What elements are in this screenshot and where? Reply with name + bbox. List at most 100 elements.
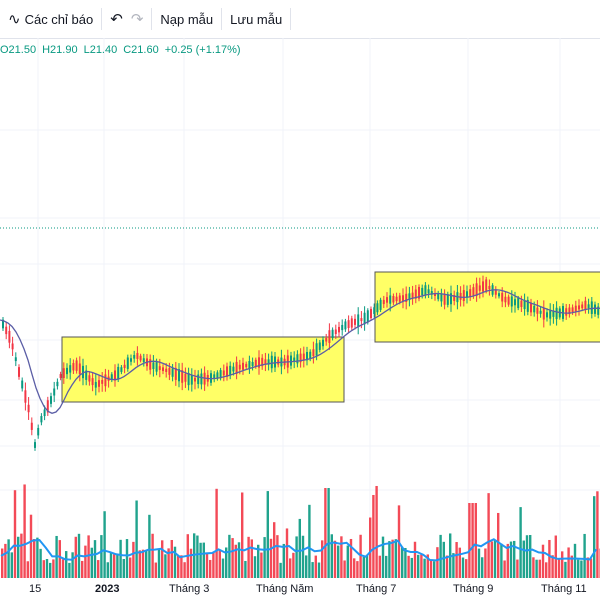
volume-bar <box>221 558 225 578</box>
volume-bar <box>231 538 234 578</box>
candle <box>261 357 264 367</box>
volume-bar <box>445 555 449 578</box>
volume-bar <box>580 560 583 578</box>
volume-bar <box>81 560 84 578</box>
candle <box>453 294 456 301</box>
candle <box>274 356 276 368</box>
candle <box>197 374 200 385</box>
candle <box>98 380 100 387</box>
toolbar-divider <box>151 8 153 30</box>
candle <box>136 352 139 359</box>
candle <box>53 388 56 396</box>
volume-bar <box>253 556 257 578</box>
undo-button[interactable]: ↶ <box>102 0 131 38</box>
volume-bar <box>362 556 365 578</box>
indicators-button[interactable]: ∿ Các chỉ báo <box>0 0 101 38</box>
volume-bar <box>71 552 74 578</box>
volume-bar <box>116 554 119 578</box>
volume-bar <box>394 539 397 578</box>
toolbar-divider <box>290 8 292 30</box>
candle <box>446 294 449 305</box>
candle <box>56 381 59 387</box>
volume-bar <box>161 540 164 578</box>
candle <box>155 362 158 372</box>
volume-bar <box>458 547 461 578</box>
volume-bar <box>500 543 503 578</box>
volume-bar <box>23 484 26 578</box>
volume-bar <box>349 538 353 578</box>
volume-bar <box>433 561 436 578</box>
candle <box>14 357 17 362</box>
volume-bar <box>381 536 385 578</box>
volume-bar <box>100 535 103 578</box>
candle <box>162 367 164 372</box>
redo-button[interactable]: ↷ <box>131 0 152 38</box>
volume-bar <box>10 552 13 578</box>
candle <box>411 292 414 299</box>
volume-bar <box>260 552 263 578</box>
volume-bar <box>593 496 596 578</box>
volume-bar <box>461 557 465 578</box>
candle <box>382 299 385 305</box>
candle <box>325 338 328 342</box>
candle <box>152 362 155 370</box>
volume-bar <box>407 555 410 578</box>
candle <box>290 355 292 366</box>
candle <box>190 375 193 385</box>
volume-bar <box>311 562 314 578</box>
volume-bar <box>369 517 372 578</box>
volume-bar <box>157 548 161 578</box>
volume-bar <box>506 543 509 578</box>
candle <box>165 368 168 372</box>
candle <box>594 304 596 314</box>
price-chart[interactable] <box>0 38 600 583</box>
x-axis-label: Tháng Năm <box>256 583 314 595</box>
candle <box>357 314 360 328</box>
candle <box>85 370 88 380</box>
volume-bar <box>215 488 218 578</box>
candle <box>408 293 411 300</box>
candle <box>213 374 216 380</box>
candle <box>142 358 145 363</box>
volume-bar <box>522 540 525 578</box>
volume-average-line <box>0 538 598 562</box>
ohlc-change: +0.25 (+1.17%) <box>164 44 241 56</box>
volume-bar <box>541 544 545 578</box>
candle <box>338 326 340 333</box>
candle <box>571 307 574 313</box>
save-template-button[interactable]: Lưu mẫu <box>222 0 290 38</box>
candle <box>232 366 235 372</box>
volume-bar <box>423 558 426 578</box>
candle <box>226 366 228 377</box>
volume-bar <box>135 500 138 578</box>
volume-bar <box>375 485 378 578</box>
volume-bar <box>471 503 474 578</box>
volume-bar <box>199 542 202 578</box>
volume-bar <box>234 544 237 578</box>
candle <box>66 367 68 375</box>
volume-bar <box>241 492 244 578</box>
candle <box>350 318 353 328</box>
volume-bar <box>103 511 106 578</box>
candle <box>302 353 305 361</box>
load-template-button[interactable]: Nạp mẫu <box>152 0 221 38</box>
candle <box>120 367 123 372</box>
candle <box>315 343 318 356</box>
volume-bar <box>170 539 173 578</box>
candle <box>482 281 484 292</box>
candle <box>267 359 270 365</box>
candle <box>296 354 299 364</box>
candle <box>514 299 516 306</box>
candle <box>59 374 62 378</box>
volume-bar <box>481 557 484 578</box>
volume-bar <box>337 545 340 578</box>
candle <box>104 374 107 387</box>
volume-bar <box>410 557 413 578</box>
candle <box>510 296 513 307</box>
volume-bar <box>577 559 580 578</box>
candle <box>24 390 27 403</box>
candle <box>82 365 84 379</box>
candle <box>184 373 187 382</box>
candle <box>472 287 475 296</box>
candle <box>402 295 404 302</box>
